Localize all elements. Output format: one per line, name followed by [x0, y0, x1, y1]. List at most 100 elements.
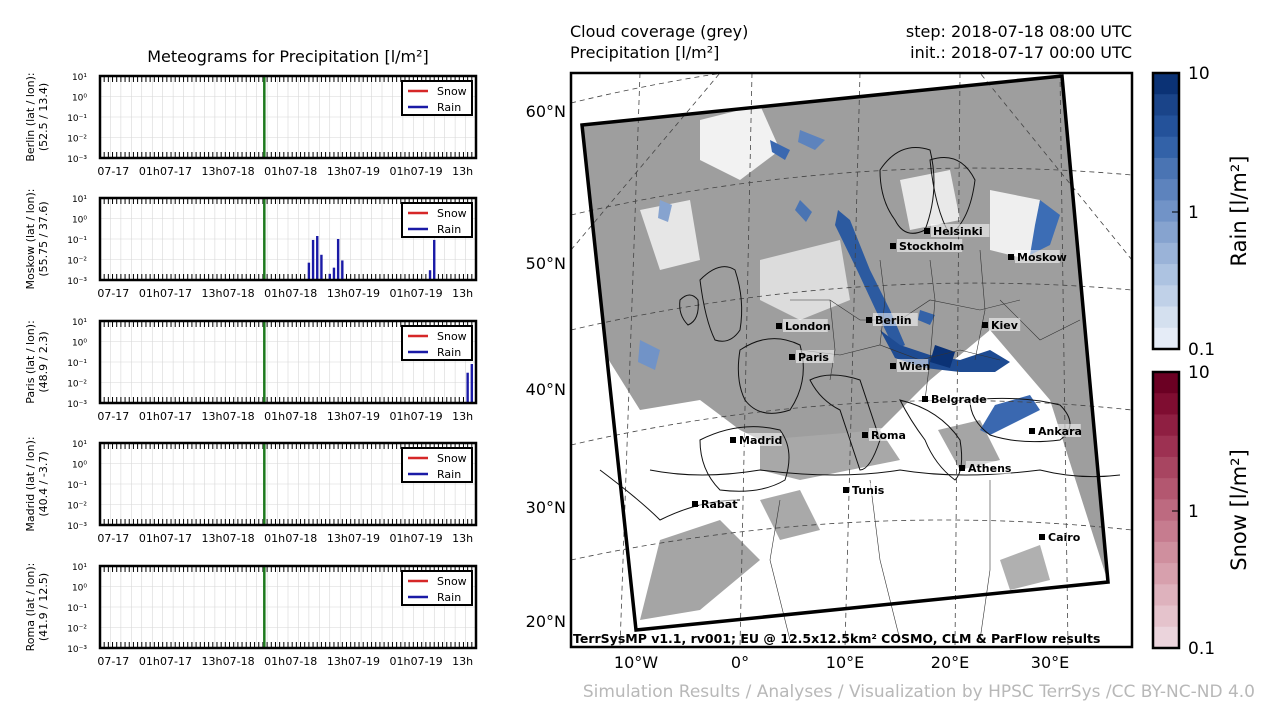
meteogram-frame [98, 564, 478, 650]
city-stockholm: Stockholm [890, 239, 964, 253]
colorbar-step [1153, 73, 1179, 95]
location-name: Roma (lat / lon): [24, 563, 37, 652]
colorbar-step [1153, 456, 1179, 479]
city-athens: Athens [959, 461, 1012, 475]
y-tick-label: 10⁻¹ [67, 114, 87, 124]
city-label-bg [783, 319, 828, 332]
x-tick-label: 13h [202, 410, 223, 423]
x-tick-label: 01h [390, 287, 411, 300]
meteogram-legend: Snow Rain [401, 202, 473, 238]
legend-label-snow: Snow [437, 452, 467, 465]
colorbar-step [1153, 306, 1179, 329]
x-tick-label: 07-19 [348, 410, 380, 423]
x-tick-label: 07-17 [97, 532, 129, 545]
legend-box [401, 325, 473, 361]
x-tick-label: 07-19 [348, 287, 380, 300]
city-label-bg [897, 239, 963, 252]
map-step-time: step: 2018-07-18 08:00 UTC [906, 22, 1132, 41]
city-dot [959, 465, 965, 471]
meteogram-legend: Snow Rain [401, 80, 473, 116]
map-axis-labels: 60°N 50°N 40°N 30°N 20°N 10°W 0° 10°E 20°E 30°E [526, 102, 1070, 672]
colorbar-step [1153, 563, 1179, 585]
city-label-bg [1036, 424, 1081, 437]
colorbar-tick-label: 1 [1188, 502, 1199, 522]
y-tick-label: 10⁻¹ [67, 604, 87, 614]
x-tick-label: 01h [264, 165, 285, 178]
x-tick-label: 13h [202, 532, 223, 545]
x-tick-label: 07-19 [348, 655, 380, 668]
x-tick-label: 07-18 [285, 165, 317, 178]
y-tick-label: 10⁰ [72, 461, 87, 471]
model-domain-outline [580, 74, 1110, 632]
city-label-bg [873, 313, 918, 326]
legend-box [401, 570, 473, 606]
city-label: Kiev [991, 319, 1019, 332]
x-tick-label: 07-19 [348, 532, 380, 545]
legend-box [401, 447, 473, 483]
city-wien: Wien [890, 359, 930, 373]
lon-label: 20°E [931, 653, 969, 672]
city-label-bg [850, 483, 888, 496]
x-tick-label: 01h [264, 532, 285, 545]
city-dot [922, 396, 928, 402]
lat-label: 20°N [526, 612, 566, 631]
colorbar-label: Snow [l/m²] [1227, 449, 1251, 571]
city-label-bg [931, 224, 990, 237]
x-tick-label: 13h [202, 287, 223, 300]
city-dot [843, 487, 849, 493]
city-label: Berlin [875, 314, 912, 327]
y-tick-label: 10⁻³ [67, 400, 87, 410]
colorbar-step [1153, 584, 1179, 607]
location-coords: (48.9 / 2.3) [37, 331, 50, 392]
meteogram-title: Meteograms for Precipitation [l/m²] [147, 47, 429, 66]
city-label-bg [966, 461, 1011, 474]
city-label: Tunis [852, 484, 885, 497]
lon-label: 30°E [1031, 653, 1069, 672]
model-footer: TerrSysMP v1.1, rv001; EU @ 12.5x12.5km²… [573, 631, 1100, 646]
city-label-bg [1046, 530, 1084, 543]
city-label: Ankara [1038, 425, 1082, 438]
x-tick-label: 07-18 [223, 532, 255, 545]
rain-colorbar: 10 1 0.1 Rain [l/m²] [1151, 64, 1251, 360]
city-label-bg [869, 428, 901, 441]
legend-label-rain: Rain [437, 468, 461, 481]
x-tick-label: 07-17 [160, 410, 192, 423]
map-header: Cloud coverage (grey) Precipitation [l/m… [570, 22, 1132, 62]
x-tick-label: 07-18 [223, 165, 255, 178]
x-tick-label: 07-19 [348, 165, 380, 178]
x-tick-label: 01h [139, 410, 160, 423]
colorbar-step [1153, 264, 1179, 286]
city-dot [1039, 534, 1045, 540]
y-tick-label: 10⁰ [72, 339, 87, 349]
location-coords: (41.9 / 12.5) [37, 573, 50, 641]
location-name: Madrid (lat / lon): [24, 436, 37, 531]
colorbar-step [1153, 221, 1179, 244]
rain-bar [470, 363, 474, 403]
location-coords: (55.75 / 37.6) [37, 201, 50, 276]
colorbar-step [1153, 414, 1179, 437]
colorbar-step [1153, 94, 1179, 116]
location-name: Berlin (lat / lon): [24, 72, 37, 161]
city-dot [692, 501, 698, 507]
x-tick-label: 07-19 [411, 165, 443, 178]
colorbar-tick-label: 0.1 [1188, 340, 1215, 360]
city-label-bg [897, 359, 929, 372]
city-cairo: Cairo [1039, 530, 1084, 544]
city-helsinki: Helsinki [924, 224, 990, 238]
colorbar-step [1153, 200, 1179, 223]
meteogram-legend: Snow Rain [401, 447, 473, 483]
x-tick-label: 01h [390, 410, 411, 423]
map-title-clouds: Cloud coverage (grey) [570, 22, 748, 41]
x-tick-label: 07-18 [285, 287, 317, 300]
x-tick-label: 07-17 [97, 165, 129, 178]
city-dot [1029, 428, 1035, 434]
colorbar-label: Rain [l/m²] [1227, 156, 1251, 267]
rain-bar [311, 239, 315, 280]
colorbar-step [1153, 499, 1179, 522]
x-tick-label: 13h [327, 165, 348, 178]
city-paris: Paris [789, 350, 834, 364]
x-tick-label: 07-17 [97, 410, 129, 423]
x-tick-label: 01h [264, 655, 285, 668]
